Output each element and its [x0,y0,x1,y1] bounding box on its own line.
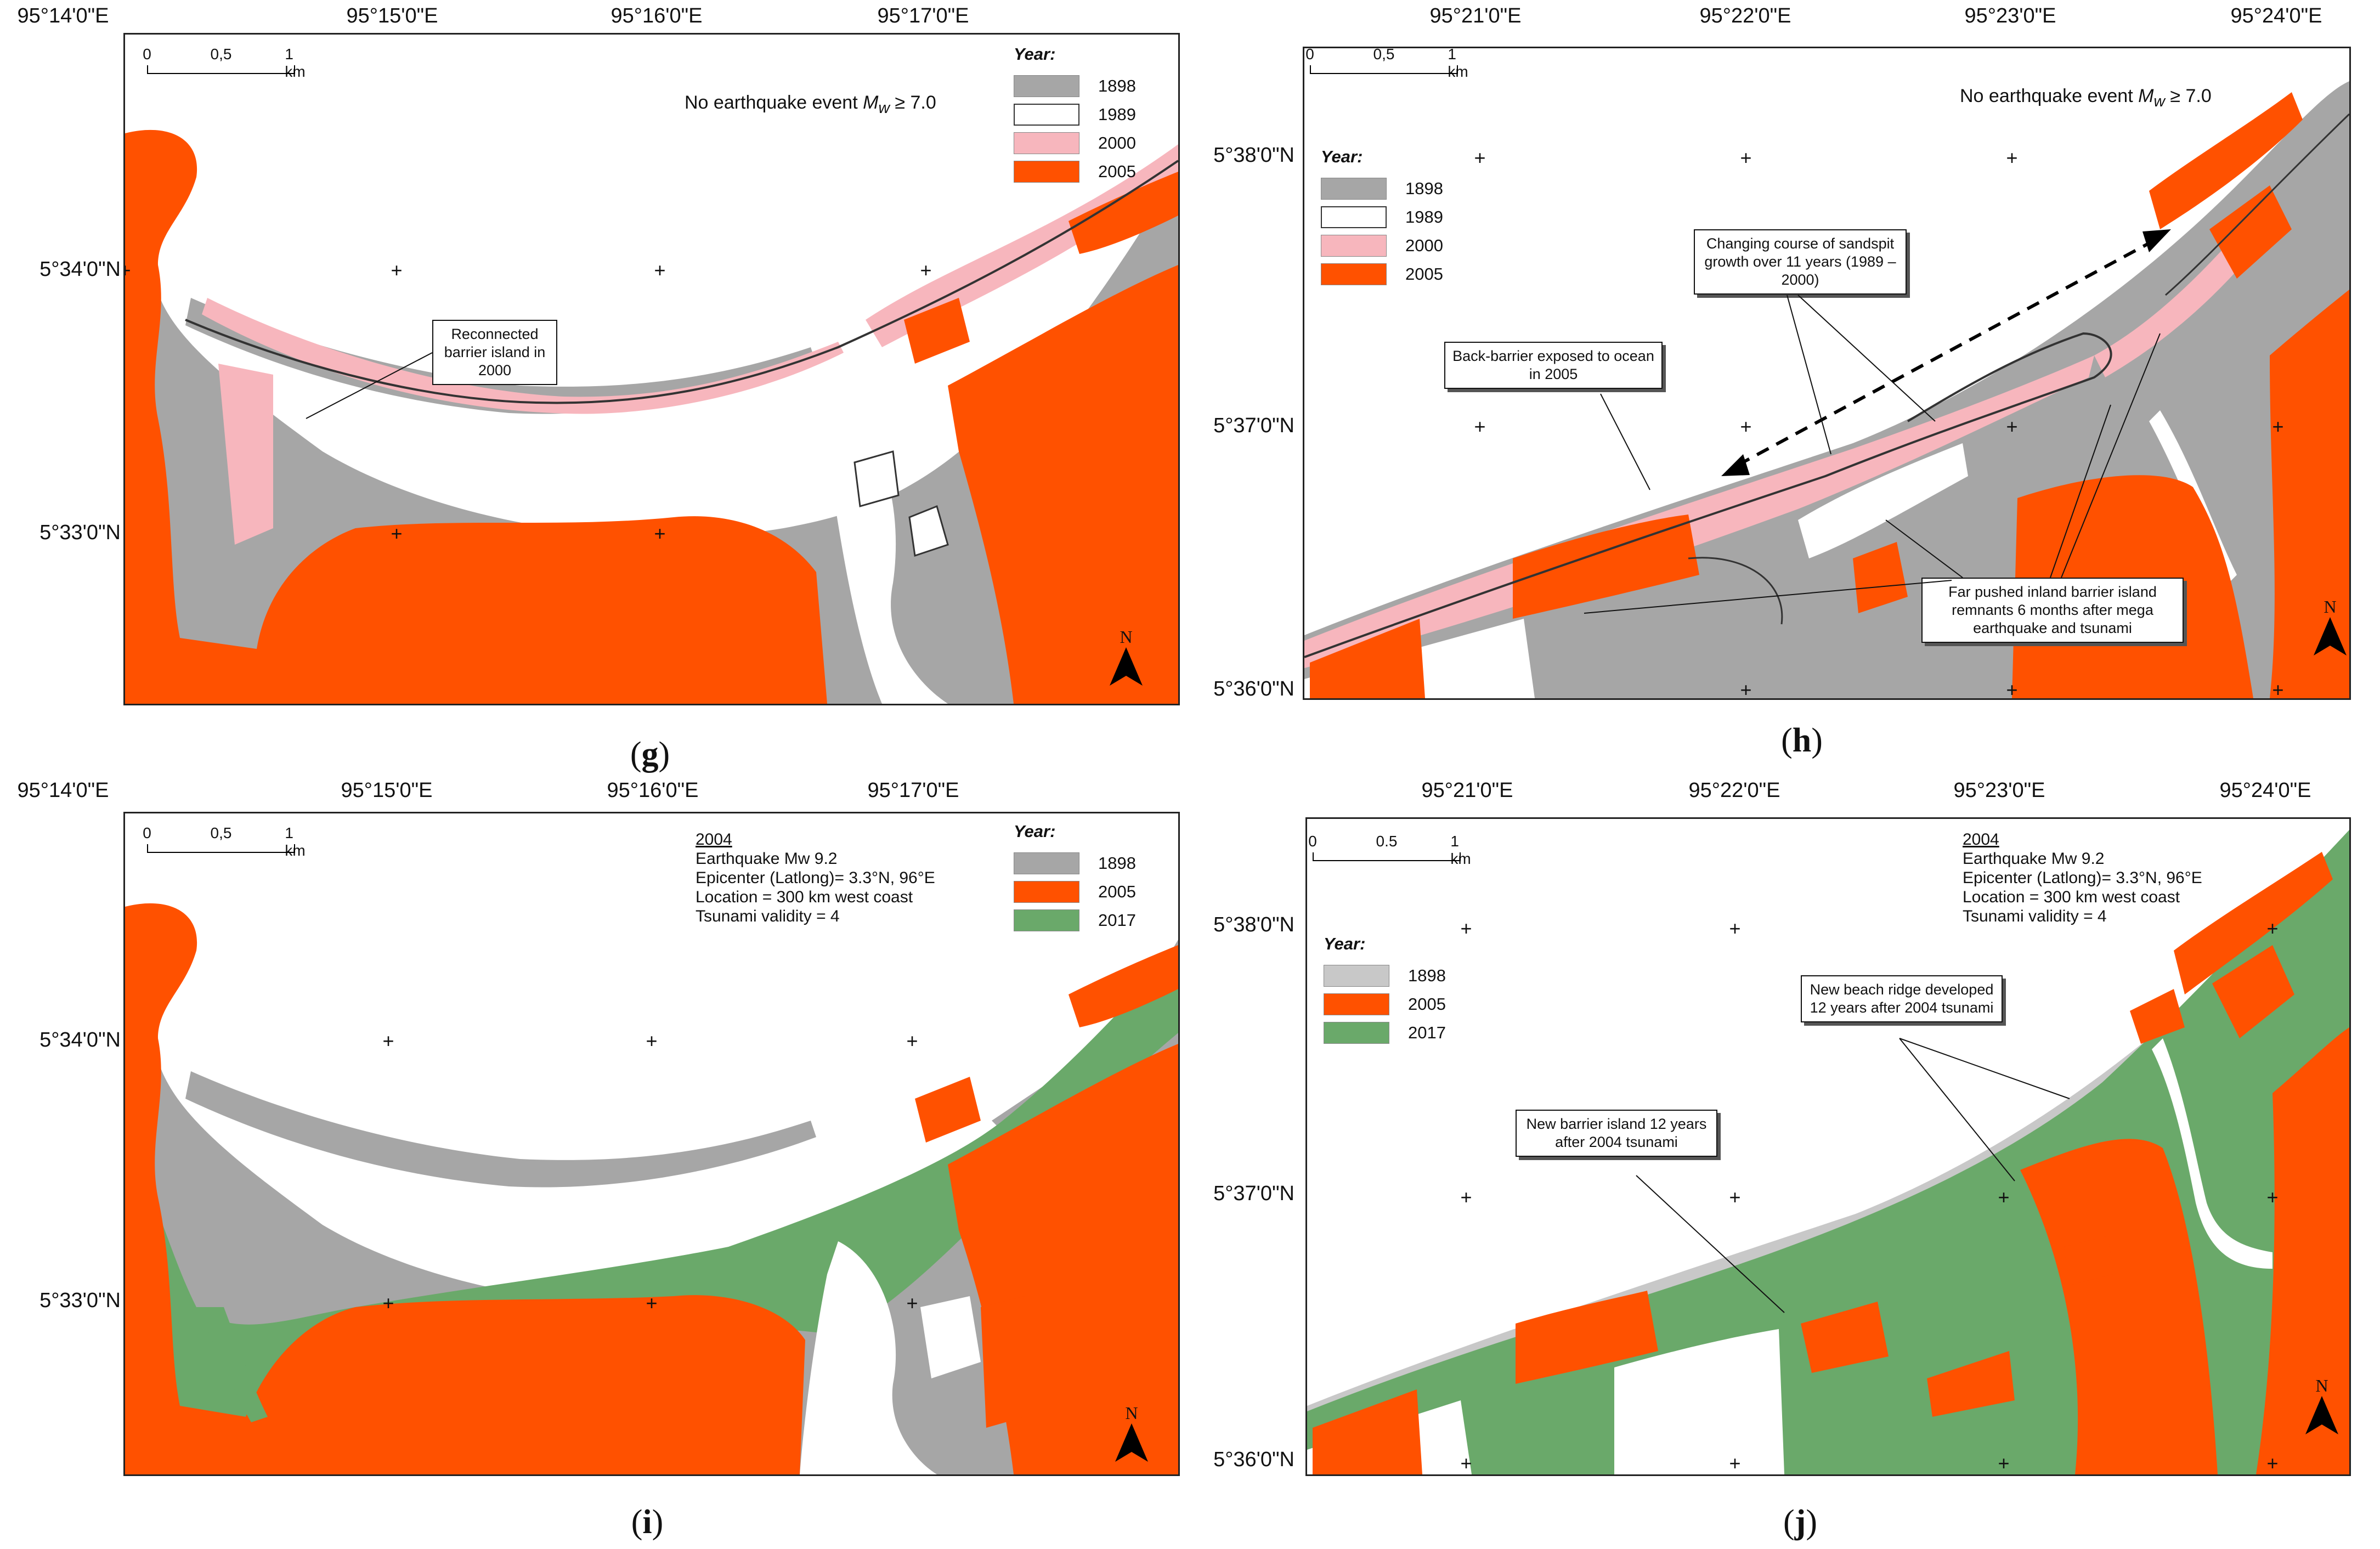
lon-tick: 95°15'0"E [341,779,433,802]
lat-tick: 5°38'0"N [1213,144,1294,167]
callout-back-barrier: Back-barrier exposed to ocean in 2005 [1444,342,1663,389]
lat-tick: 5°36'0"N [1213,677,1294,700]
lat-tick: 5°38'0"N [1213,913,1294,936]
callout-sandspit: Changing course of sandspit growth over … [1694,229,1907,295]
map-frame-i: 0 0,5 1 km 2004 Earthquake Mw 9.2 Epicen… [123,812,1180,1476]
north-arrow: N [2314,597,2347,658]
lon-tick: 95°17'0"E [867,779,959,802]
lat-tick: 5°37'0"N [1213,414,1294,437]
legend: Year: 1898 2005 2017 [1014,822,1136,935]
lon-tick: 95°14'0"E [17,4,109,27]
map-frame-h: 0 0,5 1 km No earthquake event Mw ≥ 7.0 … [1303,47,2351,700]
north-arrow: N [2305,1376,2338,1437]
callout-reconnected: Reconnected barrier island in 2000 [432,320,557,385]
north-arrow: N [1115,1403,1148,1465]
lon-tick: 95°15'0"E [346,4,438,27]
map-frame-j: 0 0.5 1 km 2004 Earthquake Mw 9.2 Epicen… [1305,817,2351,1476]
lon-tick: 95°23'0"E [1964,4,2056,27]
event-note: No earthquake event Mw ≥ 7.0 [685,92,936,117]
callout-barrier-island: New barrier island 12 years after 2004 t… [1516,1110,1717,1157]
lat-tick: 5°33'0"N [39,1289,121,1312]
lon-tick: 95°23'0"E [1953,779,2045,802]
callout-beach-ridge: New beach ridge developed 12 years after… [1801,975,2003,1022]
scale-bar: 0 0,5 1 km [1305,47,1468,80]
caption-g: (g) [630,736,670,773]
earthquake-info: 2004 Earthquake Mw 9.2 Epicenter (Latlon… [696,830,935,925]
earthquake-info: 2004 Earthquake Mw 9.2 Epicenter (Latlon… [1963,830,2202,925]
lon-tick: 95°16'0"E [610,4,703,27]
lon-tick: 95°16'0"E [607,779,699,802]
scale-bar: 0 0,5 1 km [143,46,306,80]
north-arrow: N [1110,627,1143,688]
event-note: No earthquake event Mw ≥ 7.0 [1960,86,2212,110]
map-g [125,129,1178,704]
lon-tick: 95°14'0"E [17,779,109,802]
legend: Year: 1898 1989 2000 2005 [1014,44,1136,186]
map-j [1307,830,2349,1474]
caption-i: (i) [631,1503,664,1541]
lon-tick: 95°22'0"E [1699,4,1791,27]
caption-j: (j) [1783,1503,1817,1541]
lat-tick: 5°37'0"N [1213,1182,1294,1205]
lat-tick: 5°34'0"N [39,258,121,281]
lat-tick: 5°33'0"N [39,521,121,544]
callout-inland-remnants: Far pushed inland barrier island remnant… [1921,578,2184,643]
legend: Year: 1898 1989 2000 2005 [1321,147,1443,289]
lat-tick: 5°36'0"N [1213,1448,1294,1471]
lon-tick: 95°24'0"E [2219,779,2311,802]
scale-bar: 0 0.5 1 km [1308,833,1471,867]
lat-tick: 5°34'0"N [39,1028,121,1051]
lon-tick: 95°22'0"E [1688,779,1780,802]
scale-bar: 0 0,5 1 km [143,824,306,859]
legend: Year: 1898 2005 2017 [1324,934,1446,1047]
lon-tick: 95°24'0"E [2230,4,2322,27]
lon-tick: 95°17'0"E [877,4,969,27]
map-frame-g: 0 0,5 1 km No earthquake event Mw ≥ 7.0 … [123,33,1180,705]
lon-tick: 95°21'0"E [1421,779,1513,802]
lon-tick: 95°21'0"E [1429,4,1522,27]
caption-h: (h) [1781,722,1823,759]
map-i [125,903,1178,1474]
